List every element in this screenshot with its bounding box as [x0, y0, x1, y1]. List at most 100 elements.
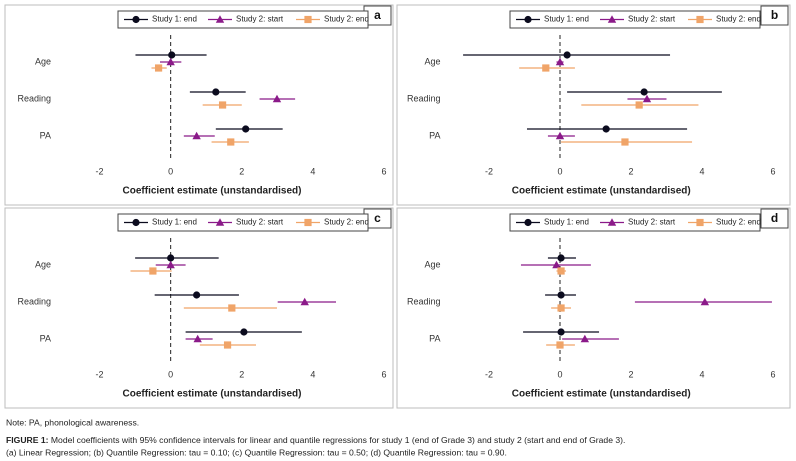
x-tick-label: 0 — [557, 369, 562, 379]
x-tick-label: 2 — [628, 166, 633, 176]
point — [212, 88, 220, 96]
panel-border — [4, 207, 394, 409]
point — [215, 218, 225, 226]
x-tick-label: -2 — [485, 369, 493, 379]
panel-border — [4, 4, 394, 206]
point — [700, 297, 710, 306]
x-axis-label: Coefficient estimate (unstandardised) — [123, 389, 302, 400]
x-tick-label: -2 — [485, 166, 493, 176]
point — [557, 267, 565, 275]
legend-label: Study 1: end — [544, 15, 589, 24]
x-tick-label: 4 — [699, 166, 704, 176]
note: Note: PA, phonological awareness. — [6, 417, 139, 427]
point — [607, 218, 617, 226]
point — [272, 94, 282, 103]
point — [192, 131, 201, 140]
panel-border — [396, 4, 791, 206]
y-tick-label: Age — [35, 259, 51, 269]
point — [166, 57, 175, 66]
point — [556, 341, 564, 349]
panel-label: c — [374, 211, 381, 225]
caption-label: FIGURE 1: — [6, 435, 49, 445]
y-tick-label: PA — [40, 333, 51, 343]
y-tick-label: Reading — [407, 93, 441, 103]
x-axis-label: Coefficient estimate (unstandardised) — [512, 186, 691, 197]
legend-box — [117, 213, 369, 232]
x-tick-label: 0 — [168, 166, 173, 176]
legend-label: Study 1: end — [152, 15, 197, 24]
panel-label-box — [760, 5, 789, 26]
legend-box — [509, 10, 761, 29]
panel: a Study 1: end Study 2: start Study 2: end -… — [4, 4, 394, 206]
point — [240, 328, 248, 336]
point — [193, 334, 202, 343]
panel: c Study 1: end Study 2: start Study 2: end -… — [4, 207, 394, 409]
point — [167, 254, 175, 262]
point — [228, 304, 236, 312]
point — [557, 254, 565, 262]
point — [149, 267, 157, 275]
point — [602, 125, 610, 133]
legend-box — [509, 213, 761, 232]
x-tick-label: 2 — [628, 369, 633, 379]
point — [242, 125, 250, 133]
x-tick-label: 4 — [310, 369, 315, 379]
point — [132, 218, 140, 227]
point — [557, 291, 565, 299]
y-tick-label: PA — [40, 130, 51, 140]
x-tick-label: 0 — [168, 369, 173, 379]
panel: d Study 1: end Study 2: start Study 2: end -… — [396, 207, 791, 409]
y-tick-label: Age — [424, 56, 440, 66]
point — [223, 341, 232, 349]
point — [168, 51, 176, 59]
point — [304, 218, 312, 227]
panel-label: a — [374, 8, 381, 22]
legend-label: Study 2: end — [324, 15, 369, 24]
panel-label-box — [760, 208, 789, 229]
panel-label: b — [771, 8, 778, 22]
legend-label: Study 1: end — [152, 218, 197, 227]
x-tick-label: 2 — [239, 166, 244, 176]
point — [166, 260, 175, 269]
y-tick-label: Age — [424, 259, 440, 269]
x-tick-label: 2 — [239, 369, 244, 379]
x-tick-label: -2 — [96, 166, 104, 176]
x-tick-label: 4 — [310, 166, 315, 176]
point — [218, 101, 227, 109]
point — [555, 57, 565, 66]
point — [542, 64, 550, 72]
y-tick-label: Age — [35, 56, 51, 66]
point — [193, 291, 201, 299]
point — [227, 138, 235, 146]
y-tick-label: PA — [429, 130, 440, 140]
legend-label: Study 2: end — [716, 218, 761, 227]
caption-panels: (a) Linear Regression; (b) Quantile Regr… — [6, 447, 507, 457]
legend-label: Study 2: start — [628, 15, 676, 24]
legend-label: Study 2: end — [716, 15, 761, 24]
x-tick-label: 0 — [557, 166, 562, 176]
point — [640, 88, 648, 96]
point — [215, 15, 225, 23]
legend-label: Study 2: end — [324, 218, 369, 227]
point — [552, 260, 561, 269]
x-tick-label: 6 — [770, 369, 775, 379]
point — [621, 138, 629, 146]
point — [557, 328, 565, 336]
y-tick-label: Reading — [17, 296, 51, 306]
point — [300, 297, 309, 306]
point — [524, 218, 532, 227]
legend-label: Study 2: start — [236, 218, 284, 227]
panel-label: d — [771, 211, 778, 225]
y-tick-label: Reading — [407, 296, 441, 306]
x-tick-label: -2 — [96, 369, 104, 379]
x-tick-label: 6 — [381, 369, 386, 379]
x-tick-label: 6 — [770, 166, 775, 176]
y-tick-label: PA — [429, 333, 440, 343]
caption: FIGURE 1: Model coefficients with 95% co… — [6, 435, 625, 445]
point — [607, 15, 617, 23]
caption-text: Model coefficients with 95% confidence i… — [51, 435, 626, 445]
point — [563, 51, 571, 59]
panel-border — [396, 207, 791, 409]
point — [642, 94, 652, 103]
